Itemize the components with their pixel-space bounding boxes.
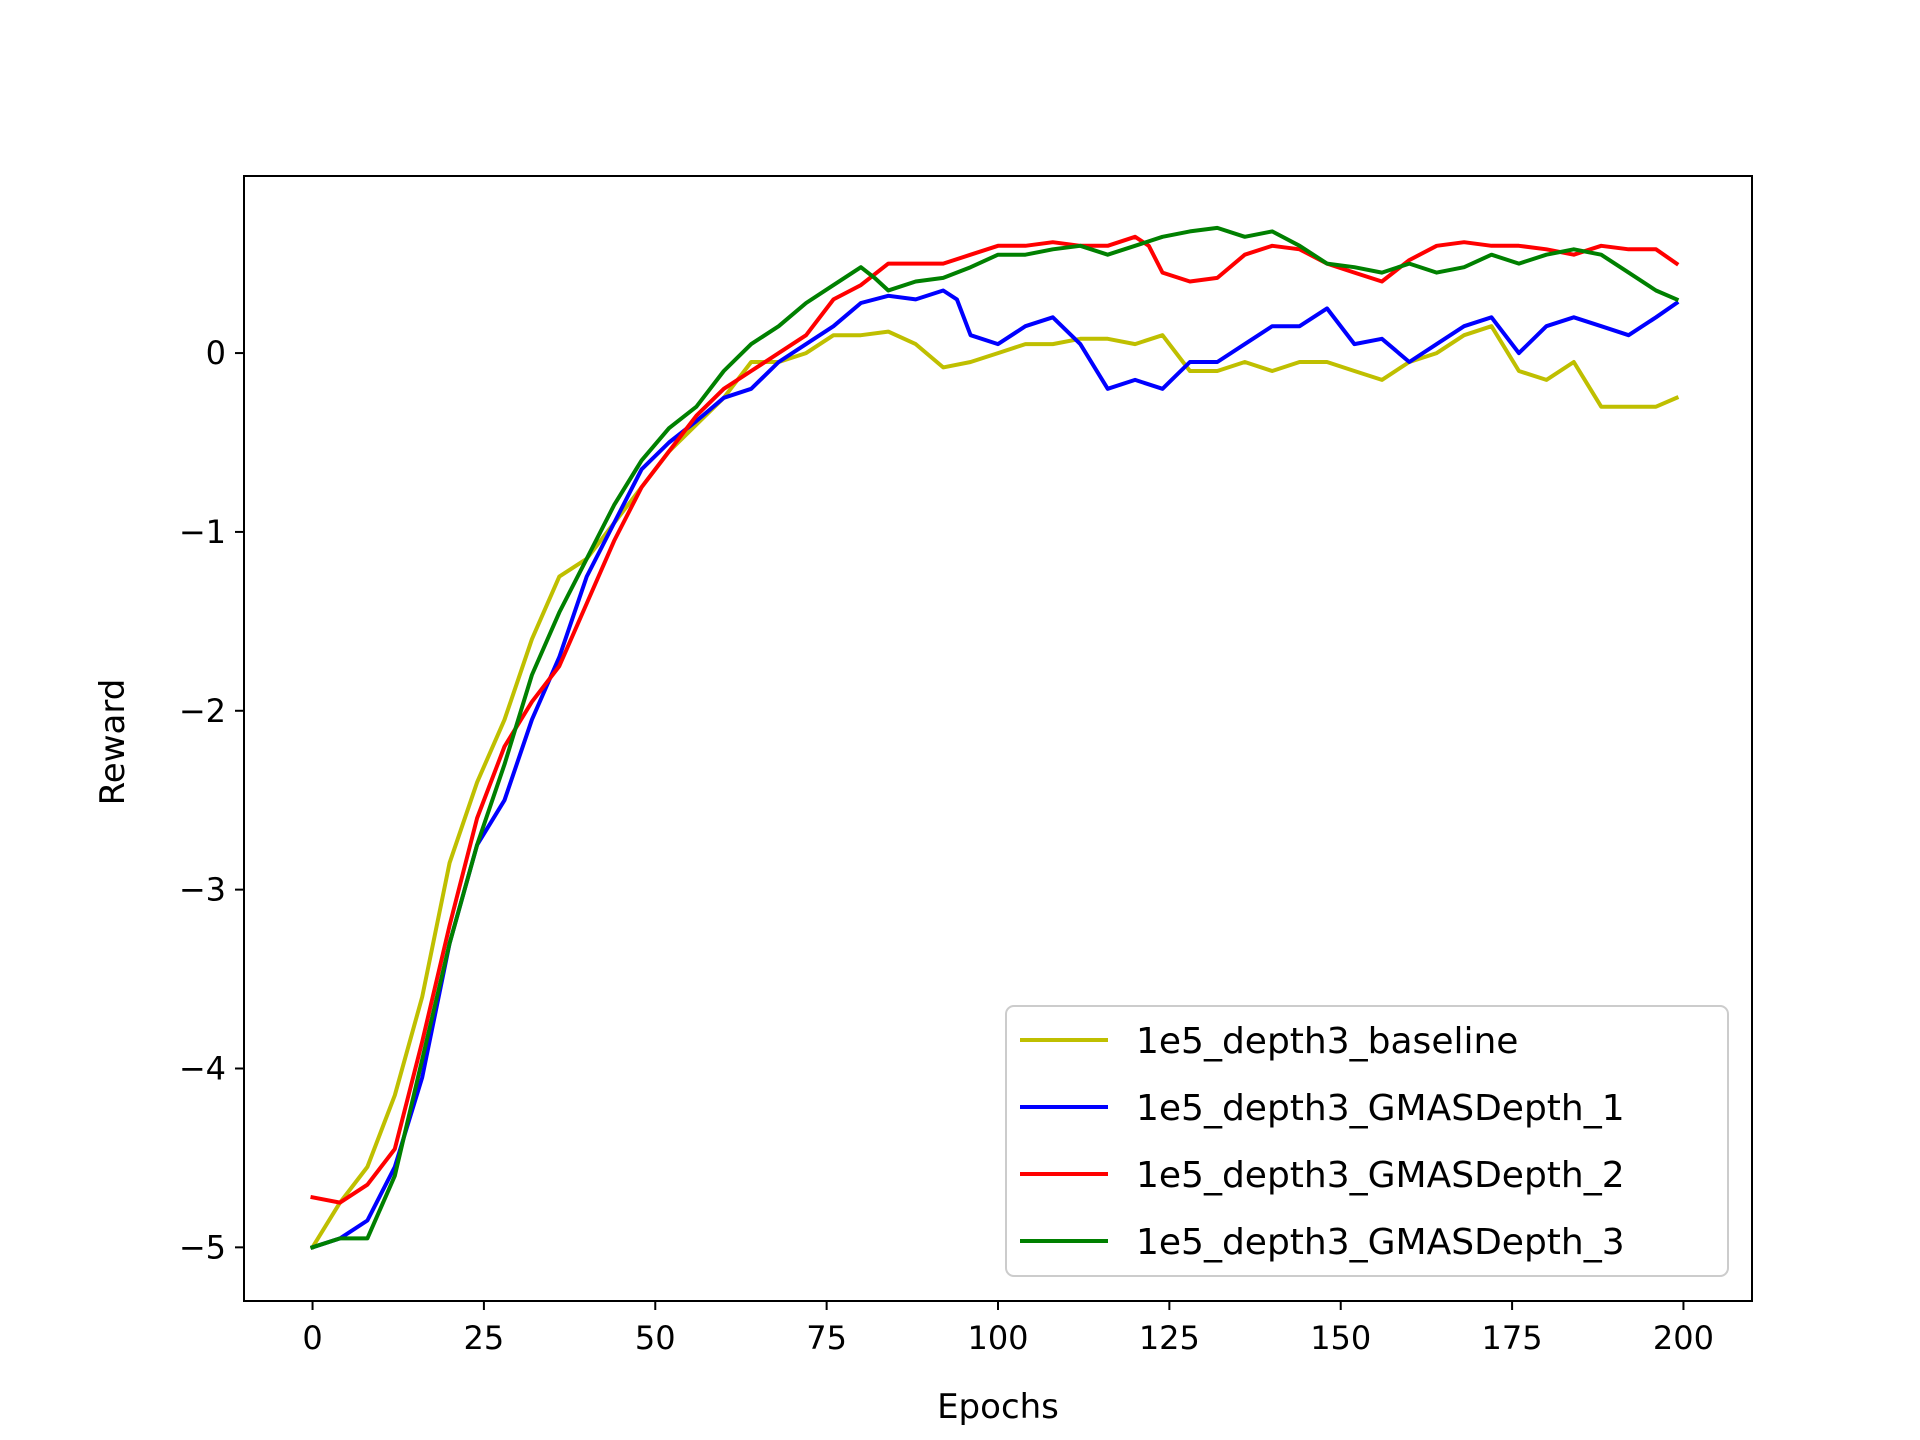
x-axis-title: Epochs [937,1387,1059,1427]
legend-label-1: 1e5_depth3_baseline [1136,1021,1518,1062]
series-line-2 [309,288,1680,1250]
x-tick-label: 200 [1653,1319,1714,1357]
x-tick-label: 50 [635,1319,676,1357]
x-tick-label: 25 [464,1319,505,1357]
series-line-3 [310,234,1680,1205]
series-line-4 [309,225,1680,1250]
x-tick-label: 0 [302,1319,322,1357]
x-tick-label: 75 [806,1319,847,1357]
series-line-1 [309,324,1680,1251]
legend: 1e5_depth3_baseline 1e5_depth3_GMASDepth_… [1005,1005,1729,1277]
legend-box [1005,1005,1729,1277]
y-tick-label: 0 [206,334,226,372]
x-axis: 0 25 50 75 100 125 150 175 200 [302,1301,1714,1357]
x-tick-label: 175 [1482,1319,1543,1357]
y-tick-label: −5 [179,1228,226,1266]
x-tick-label: 100 [967,1319,1028,1357]
series-layer [309,225,1680,1251]
legend-label-2: 1e5_depth3_GMASDepth_1 [1136,1088,1625,1129]
y-tick-label: −2 [179,692,226,730]
x-tick-label: 150 [1310,1319,1371,1357]
legend-label-4: 1e5_depth3_GMASDepth_3 [1136,1222,1625,1263]
y-tick-label: −4 [179,1049,226,1087]
legend-label-3: 1e5_depth3_GMASDepth_2 [1136,1155,1625,1196]
y-axis: −5 −4 −3 −2 −1 0 [179,334,244,1266]
y-tick-label: −3 [179,871,226,909]
y-tick-label: −1 [179,513,226,551]
y-axis-title: Reward [93,679,133,806]
x-tick-label: 125 [1139,1319,1200,1357]
